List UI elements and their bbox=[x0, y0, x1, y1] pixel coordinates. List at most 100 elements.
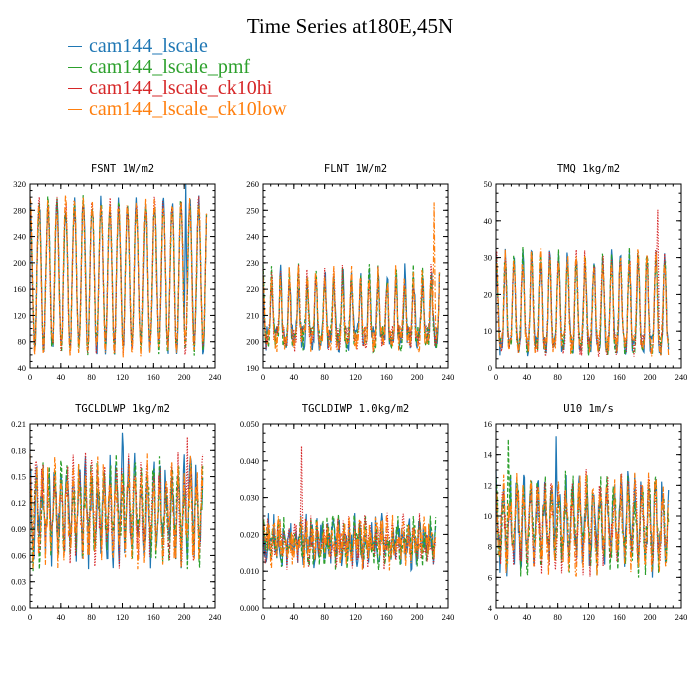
legend-entry: cam144_lscale_ck10hi bbox=[68, 78, 287, 99]
x-tick-label: 0 bbox=[494, 612, 498, 622]
y-tick-label: 50 bbox=[484, 179, 493, 189]
x-tick-label: 240 bbox=[442, 612, 455, 622]
x-tick-label: 200 bbox=[644, 612, 657, 622]
x-tick-label: 240 bbox=[209, 372, 222, 382]
y-tick-label: 220 bbox=[246, 284, 259, 294]
legend-label: cam144_lscale_ck10low bbox=[89, 98, 287, 120]
y-tick-label: 12 bbox=[484, 480, 493, 490]
series-line-cam144_lscale_pmf bbox=[495, 439, 670, 578]
y-tick-label: 0.000 bbox=[240, 603, 259, 613]
legend-swatch bbox=[68, 67, 82, 68]
y-tick-label: 200 bbox=[246, 337, 259, 347]
y-tick-label: 160 bbox=[13, 284, 26, 294]
x-tick-label: 40 bbox=[523, 372, 532, 382]
series-line-cam144_lscale_pmf bbox=[29, 195, 208, 356]
legend: cam144_lscale cam144_lscale_pmf cam144_l… bbox=[68, 36, 287, 120]
x-tick-label: 200 bbox=[644, 372, 657, 382]
x-tick-label: 240 bbox=[442, 372, 455, 382]
legend-swatch bbox=[68, 88, 82, 89]
x-tick-label: 40 bbox=[523, 612, 532, 622]
x-tick-label: 200 bbox=[411, 372, 424, 382]
chart-title: U10 1m/s bbox=[563, 403, 614, 415]
y-tick-label: 0.03 bbox=[11, 577, 26, 587]
figure-title: Time Series at180E,45N bbox=[246, 14, 454, 38]
y-tick-label: 0.050 bbox=[240, 419, 259, 429]
x-tick-label: 120 bbox=[349, 372, 362, 382]
y-tick-label: 0.010 bbox=[240, 566, 259, 576]
series-line-cam144_lscale_ck10low bbox=[262, 202, 441, 353]
y-tick-label: 240 bbox=[13, 232, 26, 242]
x-tick-label: 40 bbox=[57, 612, 66, 622]
y-tick-label: 80 bbox=[18, 337, 27, 347]
x-tick-label: 120 bbox=[349, 612, 362, 622]
chart-panel: FLNT 1W/m2 0 40 80 120 160 200 240 190 200 210 220 2… bbox=[246, 163, 454, 382]
y-tick-label: 210 bbox=[246, 310, 259, 320]
y-tick-label: 4 bbox=[488, 603, 493, 613]
y-tick-label: 40 bbox=[484, 216, 493, 226]
series-line-cam144_lscale_ck10low bbox=[262, 514, 437, 571]
x-tick-label: 160 bbox=[380, 372, 393, 382]
x-tick-label: 0 bbox=[28, 612, 32, 622]
legend-swatch bbox=[68, 46, 82, 47]
x-tick-label: 80 bbox=[553, 612, 562, 622]
y-tick-label: 6 bbox=[488, 572, 492, 582]
y-tick-label: 0.15 bbox=[11, 472, 26, 482]
series-line-cam144_lscale_ck10low bbox=[495, 472, 670, 577]
x-tick-label: 160 bbox=[613, 612, 626, 622]
y-tick-label: 0.12 bbox=[11, 498, 26, 508]
chart-title: FSNT 1W/m2 bbox=[91, 163, 154, 175]
y-tick-label: 280 bbox=[13, 205, 26, 215]
chart-title: TMQ 1kg/m2 bbox=[557, 163, 620, 175]
legend-swatch bbox=[68, 109, 82, 110]
x-tick-label: 160 bbox=[380, 612, 393, 622]
chart-panel: TMQ 1kg/m2 0 40 80 120 160 200 240 0 10 20 30 40 50 bbox=[484, 163, 688, 382]
x-tick-label: 240 bbox=[675, 372, 688, 382]
y-tick-label: 260 bbox=[246, 179, 259, 189]
chart-panel: TGCLDIWP 1.0kg/m2 0 40 80 120 160 200 240 0.000 0… bbox=[240, 403, 455, 622]
chart-title: TGCLDIWP 1.0kg/m2 bbox=[302, 403, 409, 415]
legend-label: cam144_lscale_pmf bbox=[89, 56, 251, 78]
x-tick-label: 80 bbox=[87, 372, 96, 382]
x-tick-label: 240 bbox=[675, 612, 688, 622]
x-tick-label: 0 bbox=[494, 372, 498, 382]
x-tick-label: 0 bbox=[261, 612, 265, 622]
x-tick-label: 160 bbox=[147, 372, 160, 382]
y-tick-label: 250 bbox=[246, 205, 259, 215]
series-line-cam144_lscale_ck10low bbox=[495, 248, 670, 357]
y-tick-label: 120 bbox=[13, 310, 26, 320]
y-tick-label: 240 bbox=[246, 232, 259, 242]
x-tick-label: 80 bbox=[87, 612, 96, 622]
x-tick-label: 160 bbox=[147, 612, 160, 622]
y-tick-label: 0.09 bbox=[11, 524, 26, 534]
plot-frame bbox=[262, 423, 449, 609]
y-tick-label: 0.18 bbox=[11, 445, 26, 455]
legend-label: cam144_lscale_ck10hi bbox=[89, 77, 273, 99]
y-tick-label: 0.020 bbox=[240, 529, 259, 539]
x-tick-label: 40 bbox=[290, 372, 299, 382]
x-tick-label: 80 bbox=[553, 372, 562, 382]
y-tick-label: 0.06 bbox=[11, 550, 26, 560]
x-tick-label: 120 bbox=[116, 372, 129, 382]
y-tick-label: 30 bbox=[484, 253, 493, 263]
x-tick-label: 240 bbox=[209, 612, 222, 622]
y-tick-label: 190 bbox=[246, 363, 259, 373]
y-tick-label: 10 bbox=[484, 511, 493, 521]
x-tick-label: 0 bbox=[261, 372, 265, 382]
chart-title: TGCLDLWP 1kg/m2 bbox=[75, 403, 170, 415]
legend-entry: cam144_lscale_pmf bbox=[68, 57, 287, 78]
chart-panel: TGCLDLWP 1kg/m2 0 40 80 120 160 200 240 0.00 0.03… bbox=[11, 403, 221, 622]
x-tick-label: 40 bbox=[57, 372, 66, 382]
y-tick-label: 0.030 bbox=[240, 493, 259, 503]
x-tick-label: 120 bbox=[116, 612, 129, 622]
y-tick-label: 0.21 bbox=[11, 419, 26, 429]
legend-label: cam144_lscale bbox=[89, 35, 208, 57]
x-tick-label: 200 bbox=[411, 612, 424, 622]
y-tick-label: 0.040 bbox=[240, 456, 259, 466]
x-tick-label: 120 bbox=[582, 372, 595, 382]
legend-entry: cam144_lscale bbox=[68, 36, 287, 57]
y-tick-label: 40 bbox=[18, 363, 27, 373]
y-tick-label: 0.00 bbox=[11, 603, 26, 613]
y-tick-label: 0 bbox=[488, 363, 492, 373]
x-tick-label: 0 bbox=[28, 372, 32, 382]
